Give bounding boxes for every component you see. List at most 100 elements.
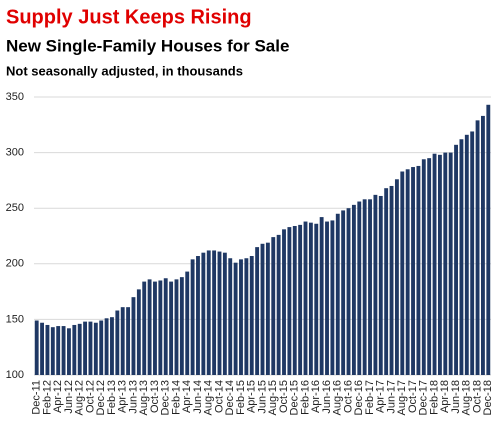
x-tick-label: Dec-13 <box>160 380 172 415</box>
x-tick-label: Oct-16 <box>342 380 354 413</box>
x-tick-label: Dec-11 <box>31 380 43 415</box>
bar <box>115 310 120 375</box>
bar <box>163 278 168 375</box>
bar <box>303 221 308 375</box>
bar <box>362 199 367 375</box>
x-tick-label: Aug-13 <box>138 380 150 415</box>
y-tick-label: 350 <box>6 91 24 103</box>
x-tick-label: Jun-12 <box>63 380 75 414</box>
x-tick-label: Oct-18 <box>471 380 483 413</box>
x-tick-label: Jun-13 <box>127 380 139 414</box>
x-tick-label: Feb-13 <box>106 380 118 415</box>
bar <box>255 247 260 375</box>
bar <box>196 256 200 375</box>
x-tick-label: Apr-14 <box>181 380 193 413</box>
x-tick-label: Aug-15 <box>267 380 279 415</box>
bar <box>174 279 179 375</box>
bar <box>287 227 292 375</box>
bar <box>222 252 227 375</box>
bar <box>346 208 351 375</box>
x-tick-label: Dec-16 <box>353 380 365 415</box>
bar <box>351 204 356 375</box>
bar <box>314 223 319 375</box>
bar <box>470 131 475 375</box>
y-tick-label: 150 <box>6 313 24 325</box>
x-tick-label: Feb-12 <box>41 380 53 415</box>
bar <box>179 277 184 375</box>
x-tick-label: Feb-16 <box>299 380 311 415</box>
bar <box>400 171 405 375</box>
bar <box>427 158 432 375</box>
x-tick-label: Jun-17 <box>385 380 397 414</box>
y-tick-label: 100 <box>6 369 24 381</box>
bar <box>298 224 303 375</box>
x-tick-label: Oct-13 <box>149 380 161 413</box>
bar <box>56 326 61 375</box>
x-tick-label: Aug-14 <box>203 380 215 415</box>
x-tick-label: Jun-16 <box>321 380 333 414</box>
bar <box>158 280 163 375</box>
x-tick-label: Oct-15 <box>278 380 290 413</box>
x-tick-label: Apr-12 <box>52 380 64 413</box>
bar <box>201 252 206 375</box>
bar <box>190 259 195 375</box>
bar <box>206 250 211 375</box>
bar <box>34 320 39 375</box>
bar <box>459 139 464 375</box>
bar <box>61 326 66 375</box>
x-tick-label: Apr-15 <box>246 380 258 413</box>
y-tick-label: 300 <box>6 147 24 159</box>
x-tick-label: Jun-14 <box>192 380 204 414</box>
x-tick-label: Feb-17 <box>364 380 376 415</box>
bar <box>120 307 125 375</box>
bar <box>142 281 147 375</box>
x-tick-label: Aug-12 <box>74 380 86 415</box>
x-tick-label: Oct-14 <box>213 380 225 413</box>
bar <box>325 221 329 375</box>
chart-subtitle: New Single-Family Houses for Sale <box>6 36 289 55</box>
x-tick-label: Jun-18 <box>450 380 462 414</box>
bar <box>110 317 114 375</box>
bar <box>185 271 190 375</box>
bar <box>330 220 335 375</box>
bar <box>421 159 426 375</box>
x-tick-label: Feb-14 <box>170 380 182 415</box>
x-tick-label: Apr-13 <box>117 380 129 413</box>
x-tick-label: Dec-15 <box>289 380 301 415</box>
bar <box>72 324 77 375</box>
bar <box>448 152 453 375</box>
x-tick-label: Oct-17 <box>407 380 419 413</box>
chart-note: Not seasonally adjusted, in thousands <box>6 63 243 78</box>
bar <box>486 104 491 375</box>
bar <box>271 237 276 375</box>
bar <box>308 222 313 375</box>
bar <box>389 185 394 375</box>
x-tick-label: Apr-16 <box>310 380 322 413</box>
bar <box>169 281 174 375</box>
bar <box>443 152 448 375</box>
bar <box>368 199 372 375</box>
bar <box>147 279 152 375</box>
bar <box>260 243 265 375</box>
bar <box>93 322 98 375</box>
x-tick-label: Dec-18 <box>482 380 494 415</box>
x-tick-label: Dec-12 <box>95 380 107 415</box>
x-tick-label: Feb-15 <box>235 380 247 415</box>
bar <box>233 262 238 375</box>
bar <box>67 328 71 375</box>
bar <box>83 321 88 375</box>
x-tick-label: Oct-12 <box>84 380 96 413</box>
bar <box>136 289 141 375</box>
x-tick-label: Aug-17 <box>396 380 408 415</box>
x-tick-label: Apr-17 <box>375 380 387 413</box>
bar <box>341 210 346 375</box>
bar <box>276 234 281 375</box>
bar <box>104 318 109 375</box>
x-tick-label: Jun-15 <box>256 380 268 414</box>
x-tick-label: Dec-17 <box>418 380 430 415</box>
bar <box>45 324 50 375</box>
bar <box>335 213 340 375</box>
bar <box>319 217 324 375</box>
bar <box>212 250 217 375</box>
